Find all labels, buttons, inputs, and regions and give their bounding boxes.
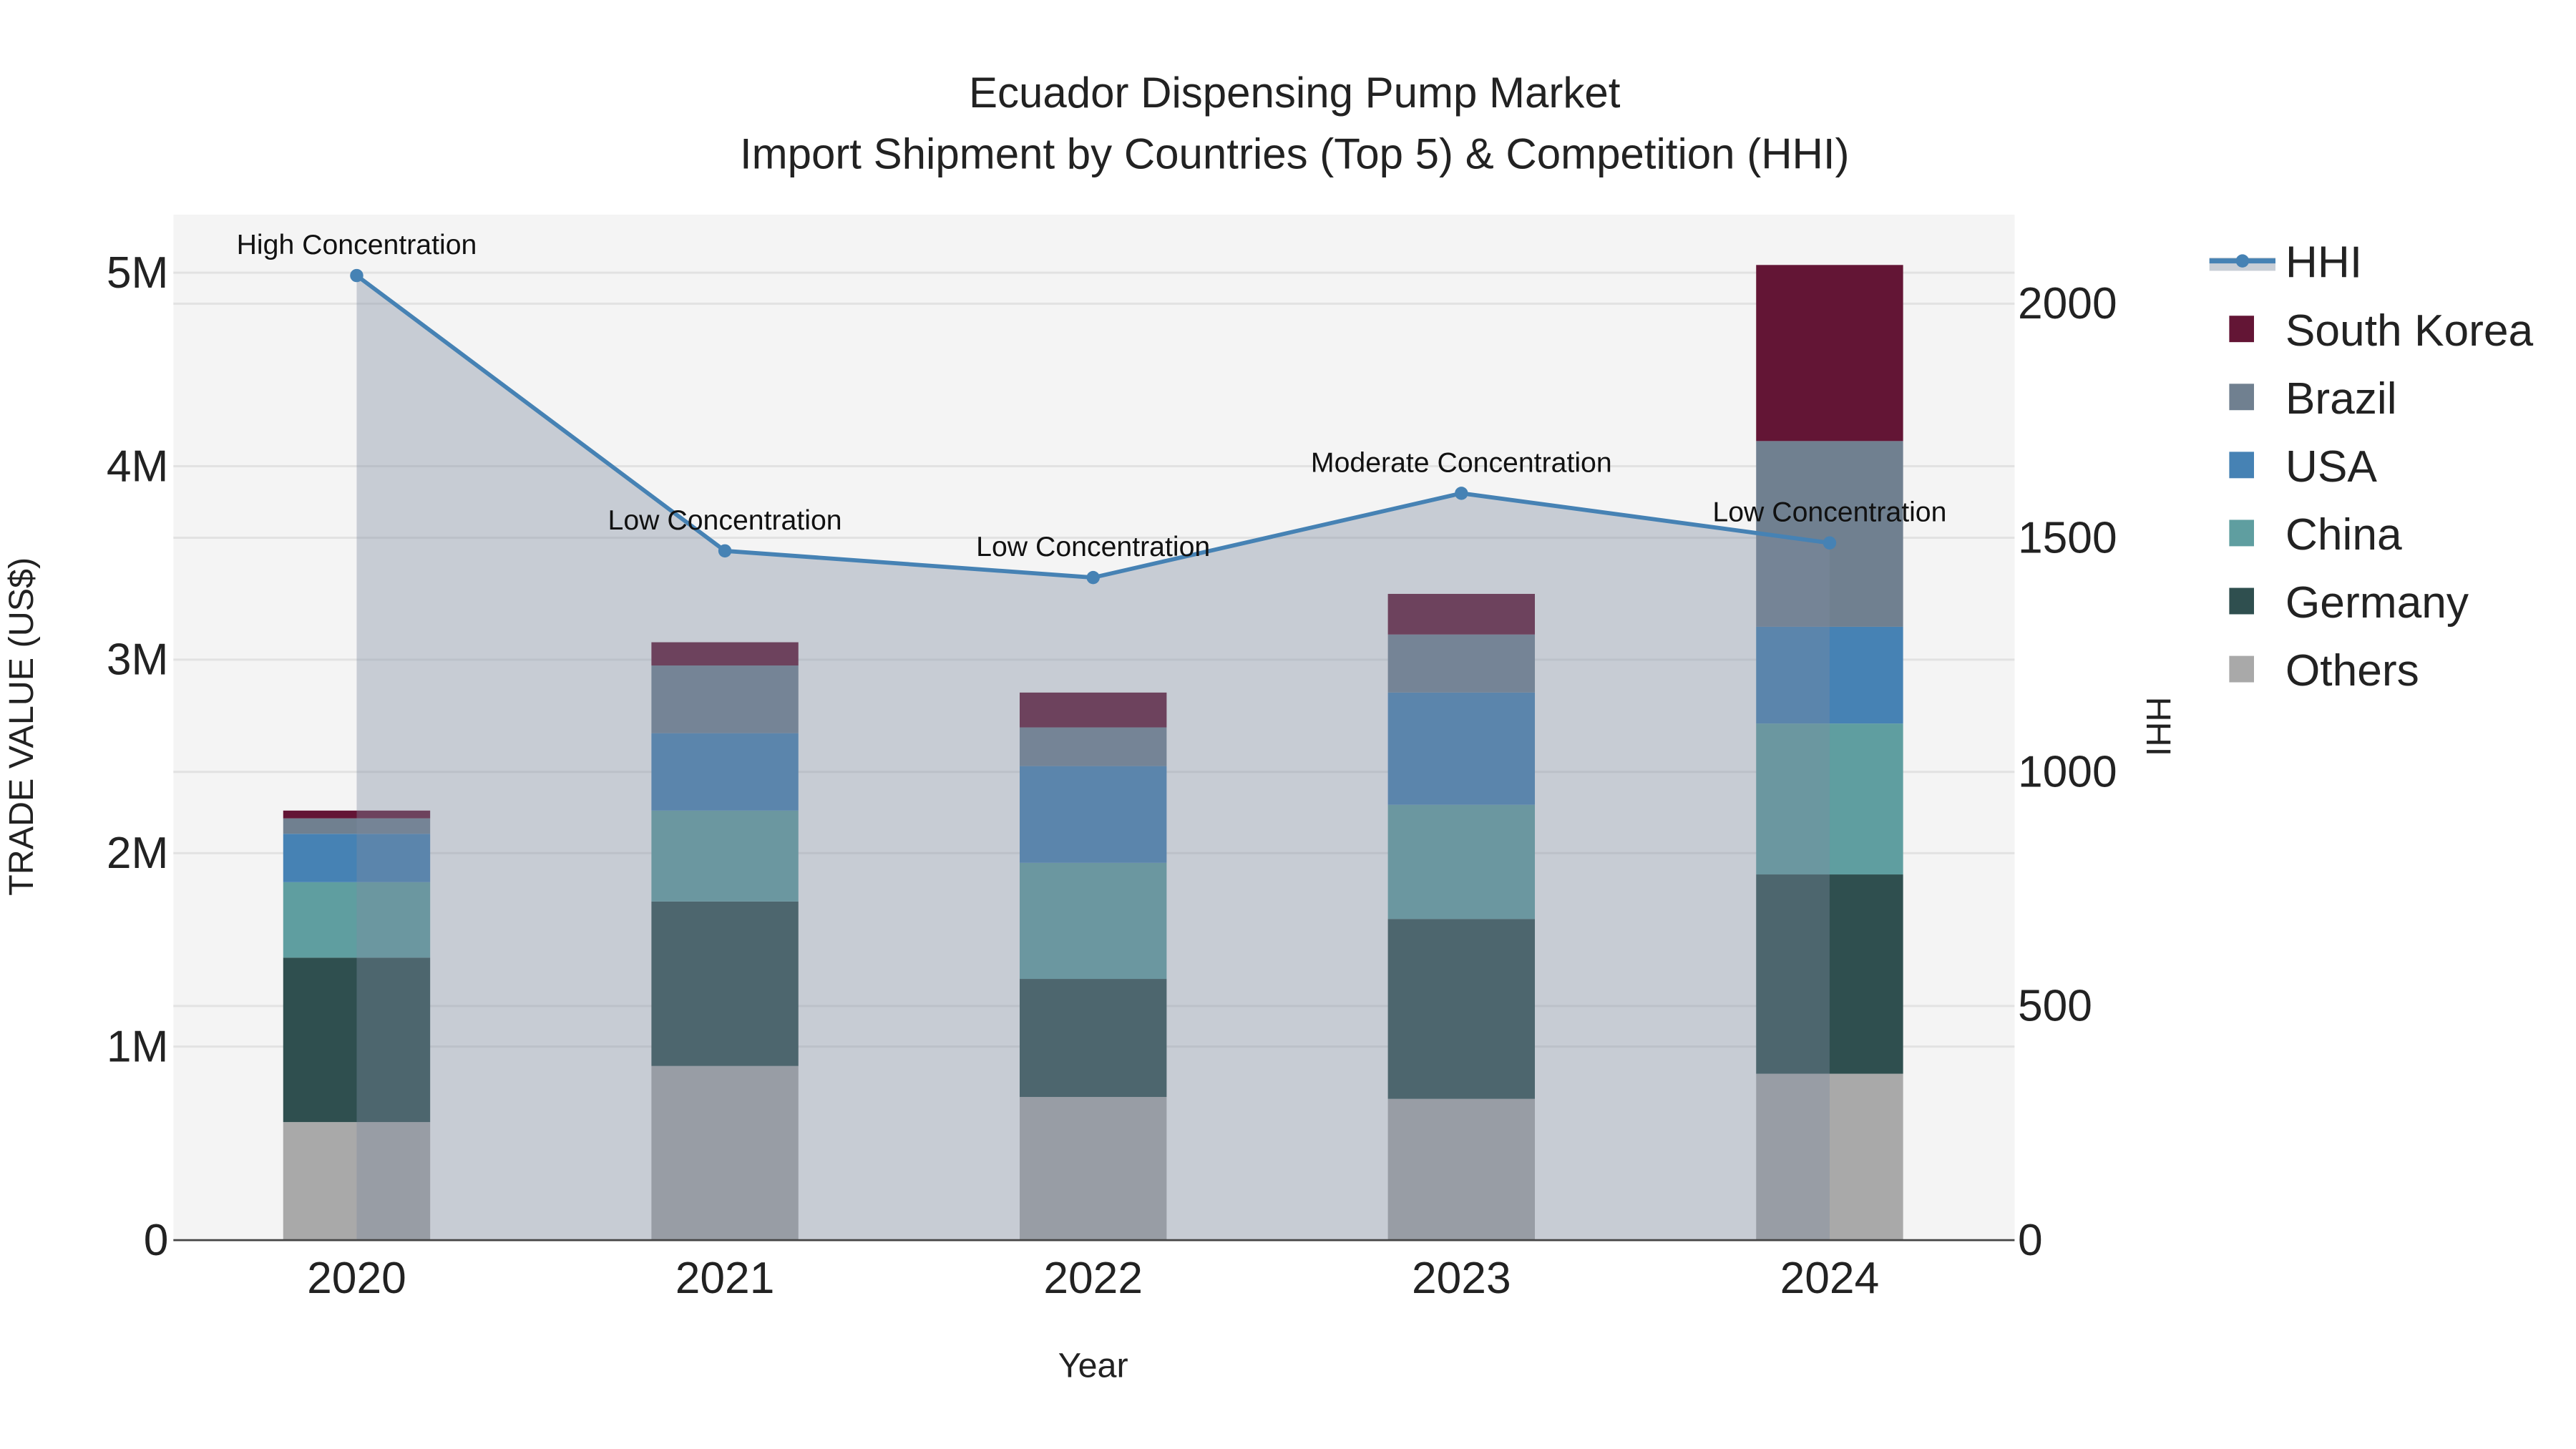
bar-china (1020, 862, 1167, 980)
hhi-annotation: Moderate Concentration (1311, 447, 1612, 478)
y2-tick-label: 0 (2018, 1216, 2043, 1265)
bar-others (283, 1122, 431, 1241)
bar-south-korea (1387, 593, 1535, 635)
x-tick-label: 2021 (675, 1254, 775, 1303)
bar-others (1756, 1073, 1903, 1241)
bar-south-korea (1756, 265, 1903, 441)
y-tick-label: 5M (107, 248, 169, 298)
bar-south-korea (651, 642, 799, 666)
x-tick-label: 2023 (1412, 1254, 1511, 1303)
hhi-marker (1823, 536, 1837, 550)
hhi-marker (1455, 487, 1468, 500)
bar-brazil (651, 665, 799, 733)
bar-china (1387, 804, 1535, 919)
bar-germany (651, 901, 799, 1066)
bar-others (1020, 1096, 1167, 1241)
y2-axis-title: HHI (2139, 697, 2177, 756)
hhi-annotation: High Concentration (237, 229, 477, 260)
bar-brazil (1020, 727, 1167, 766)
bar-china (651, 810, 799, 902)
legend-swatch-brazil (2229, 384, 2254, 411)
x-tick-label: 2024 (1780, 1254, 1880, 1303)
bar-germany (1387, 919, 1535, 1099)
bar-usa (1756, 626, 1903, 724)
legend-swatch-usa (2229, 452, 2254, 479)
legend: HHI South Korea Brazil USA China Germany Other… (2209, 238, 2534, 696)
y2-tick-label: 1000 (2018, 747, 2117, 796)
legend-label: China (2285, 510, 2402, 560)
bar-usa (1387, 692, 1535, 805)
y2-tick-label: 2000 (2018, 279, 2117, 328)
legend-swatch-south-korea (2229, 316, 2254, 343)
y-tick-label: 3M (107, 635, 169, 685)
legend-label: Others (2285, 646, 2419, 696)
x-axis-title: Year (1058, 1347, 1128, 1385)
legend-swatch-others (2229, 655, 2254, 683)
hhi-annotation: Low Concentration (1712, 497, 1946, 528)
bar-brazil (1387, 634, 1535, 693)
bar-others (1387, 1098, 1535, 1241)
legend-label: USA (2285, 442, 2378, 492)
bar-south-korea (1020, 692, 1167, 728)
bar-brazil (1756, 441, 1903, 627)
bar-germany (283, 957, 431, 1123)
hhi-area-fill (356, 275, 1830, 1241)
bar-usa (1020, 766, 1167, 863)
y-tick-label: 1M (107, 1022, 169, 1071)
bar-others (651, 1065, 799, 1241)
x-tick-label: 2020 (307, 1254, 406, 1303)
y-tick-label: 4M (107, 441, 169, 491)
hhi-annotation: Low Concentration (608, 504, 842, 536)
bar-brazil (283, 818, 431, 834)
bar-germany (1756, 874, 1903, 1074)
hhi-marker (350, 268, 364, 283)
hhi-line-group: High Concentration Low Concentration Low C… (237, 229, 1946, 585)
hhi-marker (1086, 570, 1100, 585)
y-axis-title: TRADE VALUE (US$) (2, 557, 41, 896)
legend-label: Brazil (2285, 374, 2397, 424)
chart-subtitle: Import Shipment by Countries (Top 5) & C… (740, 130, 1850, 177)
bars (283, 265, 1903, 1241)
hhi-annotation: Low Concentration (976, 531, 1210, 562)
y2-tick-label: 500 (2018, 982, 2092, 1031)
bar-china (1756, 723, 1903, 875)
legend-label: South Korea (2285, 306, 2534, 356)
bar-south-korea (283, 810, 431, 819)
bar-germany (1020, 979, 1167, 1097)
hhi-area (356, 275, 1830, 1241)
y2-tick-label: 1500 (2018, 513, 2117, 562)
legend-label: HHI (2285, 238, 2362, 288)
chart-title: Ecuador Dispensing Pump Market (969, 69, 1621, 117)
legend-swatch-china (2229, 519, 2254, 547)
x-tick-label: 2022 (1043, 1254, 1143, 1303)
legend-swatch-germany (2229, 587, 2254, 615)
legend-label: Germany (2285, 578, 2469, 628)
bar-china (283, 882, 431, 958)
legend-hhi-marker-icon (2235, 254, 2250, 268)
bar-usa (651, 733, 799, 811)
ticks: 0 1M 2M 3M 4M 5M 0 500 1000 1500 2000 2020 2021 2022 2… (107, 248, 2117, 1303)
y-tick-label: 2M (107, 829, 169, 878)
y-tick-label: 0 (144, 1216, 169, 1265)
bar-usa (283, 834, 431, 882)
hhi-marker (718, 544, 732, 558)
